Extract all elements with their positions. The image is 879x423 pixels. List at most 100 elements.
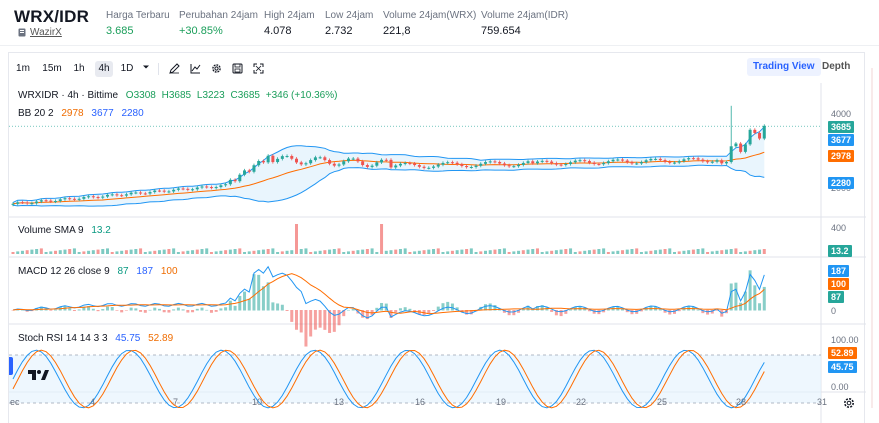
macd-hist-bar [521, 308, 525, 311]
exchange-link[interactable]: WazirX [30, 27, 62, 38]
macd-hist-bar [484, 304, 487, 311]
volume-bar [422, 250, 426, 254]
candle [734, 143, 738, 147]
volume-bar [139, 248, 143, 254]
dropdown-icon[interactable] [141, 61, 151, 77]
macd-hist-bar [195, 308, 199, 311]
macd-hist-bar [408, 308, 412, 311]
macd-hist-bar [332, 310, 336, 332]
macd-hist-bar [176, 307, 180, 311]
stat-volume-idr: Volume 24jam(IDR) 759.654 [481, 10, 568, 37]
volume-bar [441, 252, 445, 254]
price-chart-canvas[interactable] [9, 83, 866, 423]
macd-hist-bar [535, 306, 539, 311]
candle [77, 198, 81, 200]
draw-icon[interactable] [167, 61, 181, 77]
volume-name: Volume SMA 9 [18, 225, 84, 236]
candle [389, 159, 393, 168]
interval-15m[interactable]: 15m [42, 63, 62, 74]
candle [162, 190, 166, 192]
macd-hist-bar [200, 307, 204, 311]
macd-hist-bar [696, 309, 700, 311]
candle [682, 159, 686, 162]
date-label: 7 [173, 397, 179, 407]
tab-depth[interactable]: Depth [822, 61, 851, 72]
date-label: 22 [576, 397, 587, 407]
pair-title: WRX/IDR [14, 7, 90, 26]
candle [35, 201, 39, 204]
volume-bar [408, 252, 412, 254]
pane-collapse-handle[interactable] [9, 357, 13, 375]
volume-bar [205, 248, 209, 254]
bb-lower-tag: 2280 [828, 177, 855, 189]
macd-hist-bar [753, 285, 757, 311]
macd-hist-bar [342, 310, 346, 317]
interval-1m[interactable]: 1m [16, 63, 30, 74]
candle [139, 192, 143, 194]
volume-bar [649, 250, 653, 254]
macd-hist-bar [257, 274, 261, 311]
candle [96, 197, 100, 199]
tradingview-logo-icon[interactable] [27, 367, 49, 383]
volume-bar [583, 250, 587, 254]
candle [247, 170, 251, 172]
macd-hist-bar [209, 310, 213, 313]
candle [309, 160, 313, 164]
candle [436, 164, 440, 167]
volume-bar [39, 248, 43, 254]
bb-basis-line [12, 151, 765, 205]
macd-hist-bar [228, 300, 232, 311]
page-scrollbar[interactable] [868, 68, 876, 408]
volume-bar [479, 251, 483, 254]
candle [276, 158, 280, 163]
volume-bar [233, 249, 237, 254]
volume-bar [720, 250, 724, 254]
macd-hist-bar [87, 306, 91, 311]
macd-hist-bar [739, 302, 743, 311]
volume-bar [153, 250, 157, 254]
settings-icon[interactable] [209, 61, 223, 77]
candle [191, 189, 195, 191]
candle [517, 164, 521, 167]
volume-bar [436, 248, 440, 254]
candle [432, 166, 436, 168]
candle [271, 155, 275, 163]
snapshot-icon[interactable] [230, 61, 244, 77]
date-label: 10 [252, 397, 263, 407]
candle [687, 158, 691, 160]
stoch-d-tag: 52.89 [828, 347, 857, 359]
legend-high-label: H [161, 90, 169, 101]
fullscreen-icon[interactable] [251, 61, 265, 77]
macd-legend: MACD 12 26 close 9 87 187 100 [18, 266, 183, 277]
interval-1h[interactable]: 1h [73, 63, 85, 74]
gear-icon[interactable] [843, 397, 855, 409]
candle [124, 194, 128, 196]
candle [181, 188, 185, 190]
volume-bar [507, 252, 511, 254]
volume-bar [616, 250, 620, 254]
macd-hist-bar [318, 310, 322, 328]
interval-4h[interactable]: 4h [95, 61, 113, 77]
macd-hist-bar [129, 307, 133, 311]
tab-trading-view[interactable]: Trading View [747, 58, 821, 76]
legend-close-label: C [230, 90, 238, 101]
volume-bar [682, 250, 686, 254]
macd-hist-bar [186, 310, 190, 313]
macd-hist-bar [91, 308, 95, 311]
macd-tag: 187 [828, 265, 850, 277]
macd-hist-bar [663, 310, 667, 313]
volume-bar [597, 249, 601, 254]
candle [351, 158, 355, 160]
interval-1d[interactable]: 1D [120, 63, 134, 74]
macd-hist-bar [304, 310, 308, 347]
bb-upper: 3677 [91, 108, 114, 119]
indicators-icon[interactable] [188, 61, 202, 77]
macd-hist-bar [214, 310, 218, 312]
volume-bar [77, 252, 81, 254]
macd-hist-bar [748, 270, 752, 311]
macd-hist-bar [762, 286, 766, 311]
stoch-tick: 0.00 [831, 382, 849, 392]
macd-hist-bar [587, 310, 591, 312]
legend-high: 3685 [168, 90, 192, 101]
candle [91, 196, 95, 198]
